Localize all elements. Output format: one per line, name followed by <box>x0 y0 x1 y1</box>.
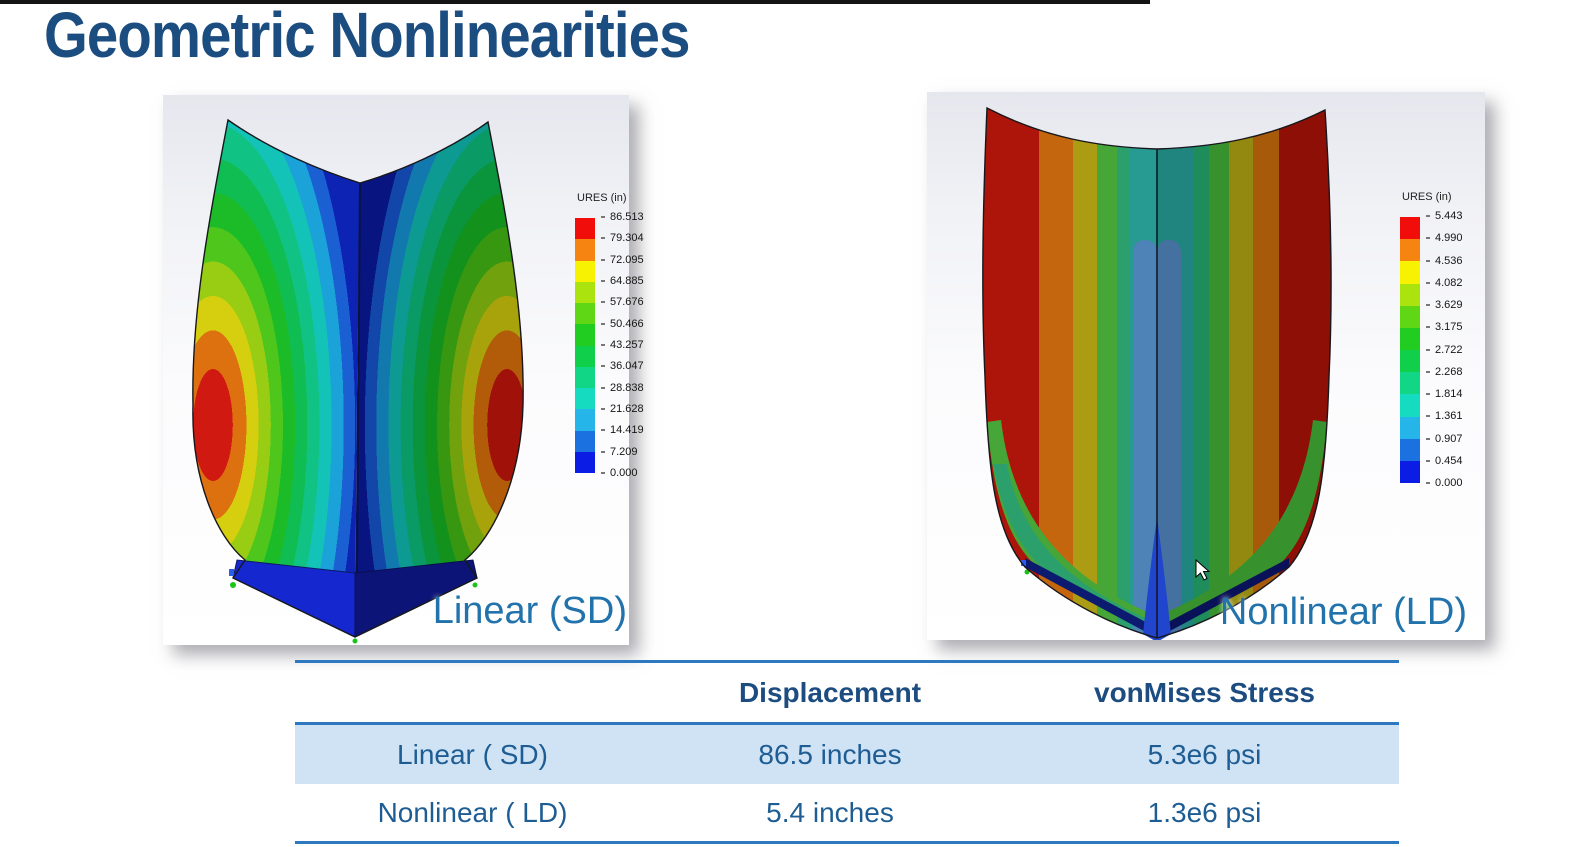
legend-title: URES (in) <box>1402 191 1452 203</box>
legend-linear: URES (in) 86.513 79.304 72.095 64.885 57… <box>575 192 644 479</box>
legend-tick-label: 4.536 <box>1426 255 1463 267</box>
legend-tick-label: 3.629 <box>1426 300 1463 311</box>
legend-tick-label: 7.209 <box>601 446 644 458</box>
mouse-cursor-icon <box>1195 558 1211 581</box>
legend-tick-label: 36.047 <box>601 361 644 372</box>
caption-nonlinear: Nonlinear (LD) <box>1219 591 1467 633</box>
legend-tick-label: 1.814 <box>1426 389 1463 400</box>
panel-nonlinear-result: URES (in) 5.443 4.990 4.536 4.082 3.629 … <box>927 92 1485 640</box>
legend-tick-label: 3.175 <box>1426 322 1463 333</box>
legend-tick-label: 1.361 <box>1426 411 1463 422</box>
legend-colorbar <box>1400 217 1420 484</box>
legend-tick-labels: 5.443 4.990 4.536 4.082 3.629 3.175 2.72… <box>1426 211 1463 489</box>
row-label: Linear ( SD) <box>397 738 548 770</box>
legend-title: URES (in) <box>577 192 627 204</box>
legend-tick-label: 43.257 <box>601 339 644 351</box>
legend-tick-label: 72.095 <box>601 254 644 266</box>
table-header-row: Displacement vonMises Stress <box>295 663 1399 722</box>
row-stress: 1.3e6 psi <box>1147 796 1262 828</box>
caption-linear: Linear (SD) <box>432 590 627 632</box>
legend-tick-label: 4.082 <box>1426 277 1463 289</box>
legend-tick-label: 28.838 <box>601 382 644 394</box>
table-top-rule <box>295 660 1399 663</box>
legend-tick-label: 5.443 <box>1426 211 1463 222</box>
legend-tick-label: 4.990 <box>1426 233 1463 244</box>
legend-tick-label: 2.722 <box>1426 344 1463 356</box>
table-bottom-rule <box>295 841 1399 844</box>
legend-tick-label: 0.000 <box>601 467 644 479</box>
legend-tick-label: 57.676 <box>601 297 644 308</box>
table-header-rule <box>295 722 1399 725</box>
fea-model-nonlinear <box>982 106 1332 640</box>
legend-tick-labels: 86.513 79.304 72.095 64.885 57.676 50.46… <box>601 212 644 479</box>
row-displacement: 5.4 inches <box>766 796 894 828</box>
legend-tick-label: 0.454 <box>1426 455 1463 467</box>
legend-tick-label: 0.907 <box>1426 433 1463 445</box>
row-displacement: 86.5 inches <box>758 738 902 770</box>
results-table: Displacement vonMises Stress Linear ( SD… <box>295 660 1399 844</box>
legend-tick-label: 79.304 <box>601 233 644 244</box>
row-stress: 5.3e6 psi <box>1147 738 1262 770</box>
legend-tick-label: 0.000 <box>1426 478 1463 489</box>
fea-model-linear <box>192 118 524 644</box>
legend-tick-label: 2.268 <box>1426 366 1463 378</box>
legend-tick-label: 14.419 <box>601 425 644 436</box>
legend-tick-label: 64.885 <box>601 275 644 287</box>
page-title: Geometric Nonlinearities <box>44 0 690 71</box>
legend-tick-label: 21.628 <box>601 403 644 415</box>
legend-tick-label: 86.513 <box>601 212 644 223</box>
video-letterbox-strip <box>0 0 1150 4</box>
table-header-vonmises: vonMises Stress <box>1094 676 1315 708</box>
panel-linear-result: URES (in) 86.513 79.304 72.095 64.885 57… <box>163 95 644 645</box>
legend-colorbar <box>575 218 595 473</box>
table-row-nonlinear: Nonlinear ( LD) 5.4 inches 1.3e6 psi <box>295 784 1399 841</box>
row-label: Nonlinear ( LD) <box>377 796 568 828</box>
legend-tick-label: 50.466 <box>601 318 644 330</box>
legend-nonlinear: URES (in) 5.443 4.990 4.536 4.082 3.629 … <box>1400 191 1463 489</box>
table-row-linear: Linear ( SD) 86.5 inches 5.3e6 psi <box>295 725 1399 784</box>
table-header-displacement: Displacement <box>738 676 922 708</box>
